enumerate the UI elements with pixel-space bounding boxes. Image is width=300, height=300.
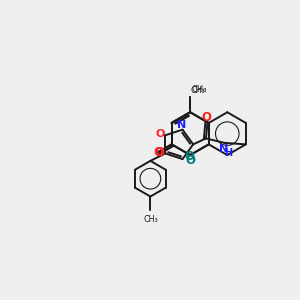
Text: N: N xyxy=(219,144,228,154)
Text: O: O xyxy=(201,111,211,124)
Text: O: O xyxy=(185,154,195,166)
Text: O: O xyxy=(184,150,195,163)
Text: N: N xyxy=(177,120,186,130)
Text: O: O xyxy=(154,146,164,159)
Text: CH₃: CH₃ xyxy=(191,85,207,94)
Text: O: O xyxy=(154,146,164,160)
Text: CH₃: CH₃ xyxy=(191,86,206,95)
Text: CH₃: CH₃ xyxy=(143,215,158,224)
Text: H: H xyxy=(224,148,232,158)
Text: O: O xyxy=(155,129,165,139)
